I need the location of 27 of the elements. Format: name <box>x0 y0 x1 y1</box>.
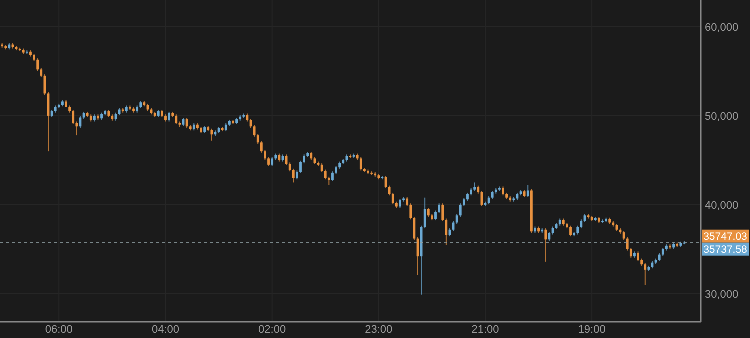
candlestick <box>544 228 548 262</box>
candlestick <box>175 114 178 125</box>
y-tick-label: 30,000 <box>705 288 739 301</box>
candlestick <box>168 111 170 122</box>
x-tick-label: 21:00 <box>472 324 500 336</box>
ref-line-label: 35737.58 <box>704 244 748 256</box>
candlestick <box>332 171 334 182</box>
candlestick <box>637 251 640 262</box>
y-tick-label: 40,000 <box>705 200 739 212</box>
candlestick <box>360 156 362 172</box>
candlestick <box>186 118 188 128</box>
candlestick <box>210 128 214 142</box>
x-tick-label: 23:00 <box>365 324 393 336</box>
candlestick <box>644 262 647 286</box>
candlestick <box>292 168 295 184</box>
x-tick-label: 06:00 <box>45 324 73 336</box>
y-tick-label: 50,000 <box>705 110 739 123</box>
candlestick <box>36 58 40 72</box>
ref-line-label: 35747.03 <box>704 231 748 244</box>
candlestick <box>526 184 530 198</box>
candlestick <box>570 225 572 238</box>
x-tick-label: 02:00 <box>258 324 286 336</box>
y-tick-label: 60,000 <box>705 22 739 34</box>
candlestick <box>72 110 75 125</box>
candlestick <box>424 197 426 230</box>
x-tick-label: 19:00 <box>578 324 606 336</box>
x-tick-label: 04:00 <box>152 324 180 336</box>
